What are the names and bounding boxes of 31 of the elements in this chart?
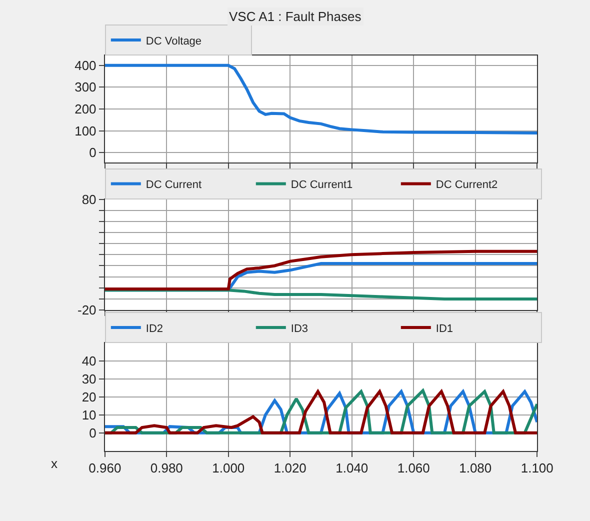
x-tick-label: 1.060 xyxy=(397,460,430,476)
y-tick-label: 200 xyxy=(74,102,96,117)
x-tick-label: 1.080 xyxy=(459,460,492,476)
legend-label: ID2 xyxy=(146,322,164,335)
y-tick-label: 0 xyxy=(89,425,96,440)
y-tick-label: 80 xyxy=(82,192,96,207)
y-tick-label: 300 xyxy=(74,80,96,95)
x-tick-label: 1.040 xyxy=(336,460,368,476)
x-axis-title: x xyxy=(51,456,58,471)
y-tick-label: 20 xyxy=(82,389,96,404)
line-series xyxy=(104,64,538,134)
x-tick-label: 1.020 xyxy=(274,460,306,476)
x-tick-label: 1.000 xyxy=(212,460,245,476)
line-series xyxy=(104,250,538,290)
y-tick-label: 10 xyxy=(82,407,96,422)
legend-label: DC Voltage xyxy=(146,35,202,48)
legend-label: ID1 xyxy=(436,322,454,335)
x-tick-label: 0.960 xyxy=(88,460,122,476)
x-tick-label: 1.100 xyxy=(520,460,554,476)
legend-label: DC Current2 xyxy=(436,179,498,192)
legend-label: ID3 xyxy=(290,322,308,335)
y-tick-label: 400 xyxy=(74,58,96,73)
x-tick-label: 0.980 xyxy=(150,460,183,476)
y-tick-label: 100 xyxy=(74,123,96,138)
legend-label: DC Current xyxy=(146,179,202,192)
chart-title: VSC A1 : Fault Phases xyxy=(229,9,362,24)
y-tick-label: 40 xyxy=(82,354,96,369)
y-tick-label: 30 xyxy=(82,372,96,387)
y-tick-label: 0 xyxy=(89,145,96,160)
legend-label: DC Current1 xyxy=(290,179,353,192)
y-tick-label: -20 xyxy=(78,302,96,318)
